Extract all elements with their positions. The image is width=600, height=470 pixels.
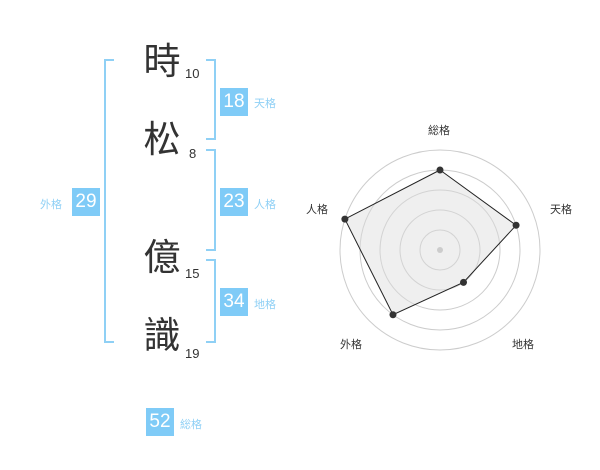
radar-axis-label: 外格 (340, 338, 362, 351)
radar-point (460, 278, 468, 286)
name-char: 識 (143, 314, 181, 357)
radar-ring (399, 209, 481, 291)
chikaku-label: 地格 (254, 298, 276, 311)
soukaku-value: 52 (146, 408, 174, 436)
stroke-count: 15 (185, 266, 200, 281)
radar-ring (339, 149, 541, 351)
radar-axis-label: 天格 (550, 203, 572, 216)
radar-area (344, 169, 517, 316)
stroke-count: 19 (185, 346, 200, 361)
gaikaku-bracket (104, 59, 114, 343)
chikaku-value: 34 (220, 288, 248, 316)
chikaku-bracket (206, 259, 216, 343)
jinkaku-value: 23 (220, 188, 248, 216)
radar-point (389, 311, 397, 319)
radar-ring (379, 189, 501, 311)
radar-center (437, 247, 443, 253)
radar-axis-label: 人格 (306, 203, 328, 216)
tenkaku-value: 18 (220, 88, 248, 116)
stroke-count: 8 (189, 146, 197, 161)
radar-ring (419, 229, 461, 271)
tenkaku-bracket (206, 59, 216, 140)
gaikaku-value: 29 (72, 188, 100, 216)
name-char: 億 (143, 236, 181, 279)
jinkaku-bracket (206, 149, 216, 251)
radar-axis-label: 地格 (512, 338, 534, 351)
radar-point (341, 215, 349, 223)
name-char: 時 (143, 40, 181, 83)
tenkaku-label: 天格 (254, 97, 276, 110)
name-char: 松 (143, 118, 181, 161)
radar-axis-label: 総格 (428, 124, 450, 137)
gaikaku-label: 外格 (40, 198, 62, 211)
radar-point (436, 166, 444, 174)
soukaku-label: 総格 (180, 418, 202, 431)
stroke-count: 10 (185, 66, 200, 81)
radar-point (512, 221, 520, 229)
jinkaku-label: 人格 (254, 198, 276, 211)
